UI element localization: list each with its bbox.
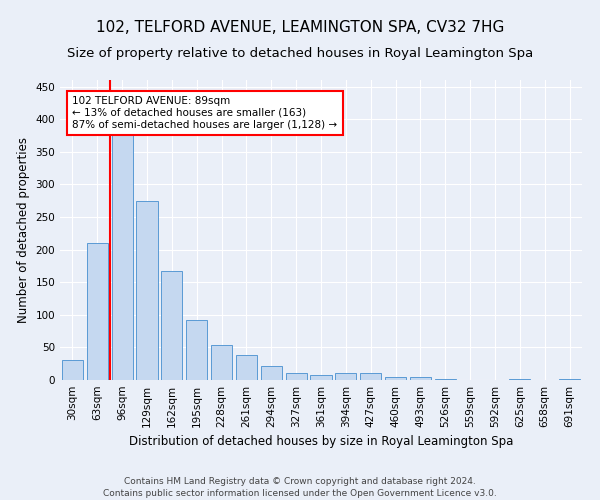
Text: Size of property relative to detached houses in Royal Leamington Spa: Size of property relative to detached ho… [67,48,533,60]
Y-axis label: Number of detached properties: Number of detached properties [17,137,30,323]
Text: Contains HM Land Registry data © Crown copyright and database right 2024.
Contai: Contains HM Land Registry data © Crown c… [103,476,497,498]
Bar [509,378,530,380]
Text: 102 TELFORD AVENUE: 89sqm
← 13% of detached houses are smaller (163)
87% of semi: 102 TELFORD AVENUE: 89sqm ← 13% of detac… [73,96,338,130]
Bar [559,378,580,380]
Bar [410,376,431,380]
Bar [161,271,182,380]
Bar [236,354,257,380]
Bar [62,360,83,380]
Bar [286,373,307,380]
Bar [112,132,133,380]
Bar [136,200,158,380]
Bar [335,373,356,380]
Bar [360,374,381,380]
Bar [310,376,332,380]
Bar [211,346,232,380]
Bar [261,366,282,380]
X-axis label: Distribution of detached houses by size in Royal Leamington Spa: Distribution of detached houses by size … [129,436,513,448]
Bar [435,378,456,380]
Bar [87,243,108,380]
Bar [186,320,207,380]
Bar [385,378,406,380]
Text: 102, TELFORD AVENUE, LEAMINGTON SPA, CV32 7HG: 102, TELFORD AVENUE, LEAMINGTON SPA, CV3… [96,20,504,35]
